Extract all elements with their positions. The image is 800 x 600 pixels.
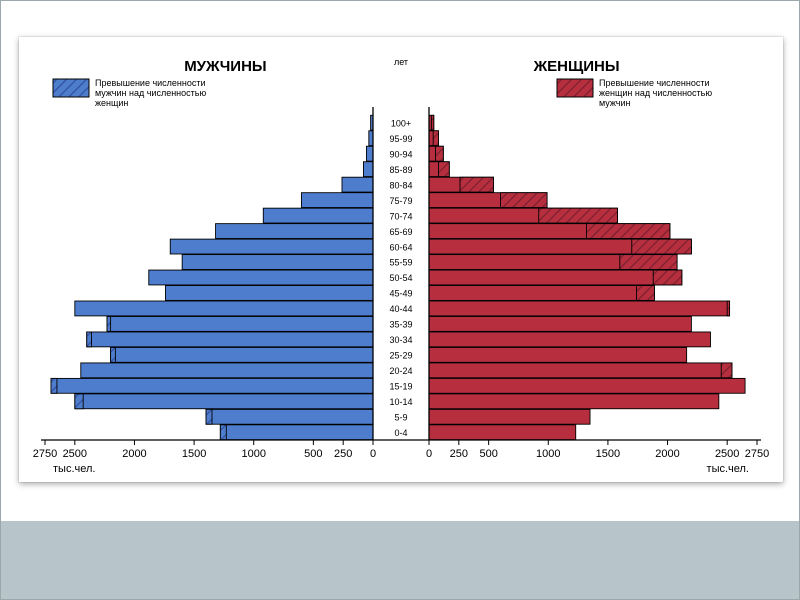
svg-text:2750: 2750: [745, 448, 769, 460]
outer-frame: МУЖЧИНЫЖЕНЩИНЫлетПревышение численностим…: [0, 0, 800, 600]
svg-text:75-79: 75-79: [389, 196, 412, 206]
svg-text:2500: 2500: [715, 448, 739, 460]
svg-text:2750: 2750: [33, 448, 57, 460]
svg-text:500: 500: [479, 448, 497, 460]
svg-text:тыс.чел.: тыс.чел.: [707, 463, 749, 475]
svg-text:80-84: 80-84: [389, 180, 412, 190]
svg-text:45-49: 45-49: [389, 289, 412, 299]
svg-text:5-9: 5-9: [394, 413, 407, 423]
svg-text:1500: 1500: [596, 448, 620, 460]
svg-text:МУЖЧИНЫ: МУЖЧИНЫ: [184, 58, 266, 75]
population-pyramid-svg: МУЖЧИНЫЖЕНЩИНЫлетПревышение численностим…: [19, 37, 783, 482]
svg-text:90-94: 90-94: [389, 149, 412, 159]
svg-text:30-34: 30-34: [389, 335, 412, 345]
svg-text:60-64: 60-64: [389, 242, 412, 252]
svg-text:55-59: 55-59: [389, 258, 412, 268]
svg-text:20-24: 20-24: [389, 366, 412, 376]
svg-text:0: 0: [426, 448, 432, 460]
svg-text:0: 0: [370, 448, 376, 460]
svg-text:500: 500: [304, 448, 322, 460]
svg-text:женщин: женщин: [95, 98, 128, 108]
svg-text:95-99: 95-99: [389, 134, 412, 144]
svg-text:тыс.чел.: тыс.чел.: [53, 463, 95, 475]
svg-text:250: 250: [450, 448, 468, 460]
svg-text:50-54: 50-54: [389, 273, 412, 283]
svg-text:2500: 2500: [63, 448, 87, 460]
svg-text:35-39: 35-39: [389, 320, 412, 330]
svg-text:85-89: 85-89: [389, 165, 412, 175]
svg-text:2000: 2000: [655, 448, 679, 460]
svg-text:25-29: 25-29: [389, 351, 412, 361]
svg-text:женщин над численностью: женщин над численностью: [599, 88, 712, 98]
svg-text:Превышение численности: Превышение численности: [95, 78, 206, 88]
svg-text:мужчин над численностью: мужчин над численностью: [95, 88, 206, 98]
svg-text:Превышение численности: Превышение численности: [599, 78, 710, 88]
decorative-bottom-band: [1, 521, 799, 599]
svg-text:2000: 2000: [122, 448, 146, 460]
svg-text:ЖЕНЩИНЫ: ЖЕНЩИНЫ: [533, 58, 620, 75]
svg-text:100+: 100+: [391, 118, 411, 128]
svg-text:250: 250: [334, 448, 352, 460]
chart-card: МУЖЧИНЫЖЕНЩИНЫлетПревышение численностим…: [19, 37, 783, 482]
svg-text:мужчин: мужчин: [599, 98, 631, 108]
svg-text:70-74: 70-74: [389, 211, 412, 221]
svg-text:1500: 1500: [182, 448, 206, 460]
svg-text:1000: 1000: [536, 448, 560, 460]
svg-text:1000: 1000: [241, 448, 265, 460]
svg-text:лет: лет: [394, 57, 408, 67]
svg-text:40-44: 40-44: [389, 304, 412, 314]
svg-text:65-69: 65-69: [389, 227, 412, 237]
svg-text:10-14: 10-14: [389, 397, 412, 407]
svg-text:15-19: 15-19: [389, 382, 412, 392]
svg-text:0-4: 0-4: [394, 428, 407, 438]
